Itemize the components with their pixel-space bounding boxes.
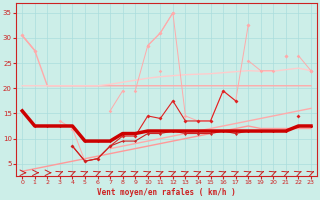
X-axis label: Vent moyen/en rafales ( km/h ): Vent moyen/en rafales ( km/h ) <box>97 188 236 197</box>
